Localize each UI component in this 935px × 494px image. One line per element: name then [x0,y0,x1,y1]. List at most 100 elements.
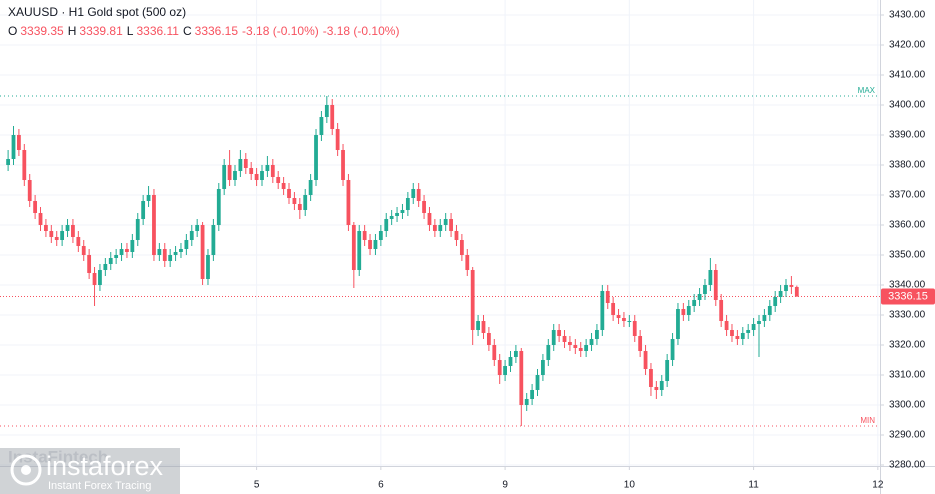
candle-body [373,240,378,249]
candle-body [130,240,135,252]
candle-body [216,189,221,225]
y-tick-label: 3340.00 [889,280,926,291]
candle-body [389,216,394,219]
candle-body [638,336,643,351]
candle-body [659,381,664,390]
candle-body [757,321,761,324]
candle-body [708,270,713,285]
candle-body [11,135,16,159]
y-tick-label: 3280.00 [889,460,926,471]
watermark-brand: instaforex [46,451,164,481]
candle-body [71,225,75,237]
candle-body [98,270,102,285]
candle-body [551,330,556,345]
watermark-logo-dot [21,465,31,475]
candle-body [400,210,405,213]
candle-body [794,286,799,297]
candle-body [519,351,524,405]
candle-body [535,375,540,390]
candle-body [546,345,551,360]
watermark: InstaFintech instaforex Instant Forex Tr… [0,447,180,494]
candle-body [476,321,480,330]
ohlc-key: C [183,24,192,38]
candle-body [405,198,410,210]
candle-body [243,159,248,168]
candle-body [735,336,740,339]
levels: MAX MIN [0,86,880,427]
watermark-background: InstaFintech [8,447,108,466]
y-tick-label: 3370.00 [889,190,926,201]
candle-body [357,231,362,270]
candle-body [195,225,200,231]
candle-body [260,171,264,180]
y-tick-label: 3410.00 [889,70,926,81]
candle-body [524,399,529,405]
candle-body [22,150,27,180]
candle-body [44,225,48,231]
chart-title: XAUUSD · H1 Gold spot (500 oz) [8,5,186,19]
ohlc-key: O [8,24,17,38]
candle-body [233,171,237,180]
candle-body [616,315,621,318]
change: -3.18 (-0.10%) [323,24,400,38]
candle-body [281,183,286,189]
candle-body [368,240,372,249]
candle-body [27,180,32,201]
x-tick-label: 10 [624,480,636,491]
candle-body [81,246,86,255]
candle-body [314,135,318,180]
candles [6,96,799,426]
candle-body [724,321,729,330]
y-tick-label: 3400.00 [889,100,926,111]
change: -3.18 (-0.10%) [242,24,319,38]
candle-body [503,366,507,375]
y-tick-label: 3300.00 [889,400,926,411]
candle-body [578,348,583,351]
candle-body [114,255,119,258]
ohlc-value: 3339.81 [79,24,123,38]
x-tick-label: 6 [378,480,384,491]
candle-body [719,300,724,321]
ohlc-legend: O 3339.35 H 3339.81 L 3336.11 C 3336.15 -3.18 (-… [8,24,399,38]
max-label: MAX [858,86,876,95]
x-tick-label: 11 [748,480,759,491]
candle-body [308,180,313,195]
candle-body [654,387,659,390]
candle-body [378,231,383,240]
candle-body [76,237,81,246]
candle-body [184,240,189,249]
candle-body [141,201,146,219]
candle-body [584,345,589,351]
candle-body [427,213,432,225]
candle-body [162,249,167,261]
candle-body [692,300,697,306]
min-label: MIN [860,416,875,425]
candle-body [649,369,653,387]
y-tick-label: 3420.00 [889,40,926,51]
candle-body [227,165,232,180]
candle-body [746,330,751,333]
candle-body [206,255,210,279]
candle-body [92,273,97,285]
candle-body [589,339,594,345]
last-price-badge [881,288,935,305]
candle-body [238,159,243,171]
watermark-tagline: Instant Forex Tracing [48,480,151,492]
candle-body [411,189,416,198]
candle-body [152,195,156,255]
candle-body [179,249,183,252]
candle-body [292,198,297,204]
candle-body [703,285,707,294]
candle-body [335,129,340,150]
candle-body [627,321,632,322]
candle-body [465,255,470,270]
candle-body [492,345,497,360]
candle-body [346,180,351,225]
ohlc-key: L [127,24,134,38]
candle-body [276,177,281,183]
candle-body [254,174,259,180]
y-tick-label: 3360.00 [889,220,926,231]
candle-body [330,105,335,129]
